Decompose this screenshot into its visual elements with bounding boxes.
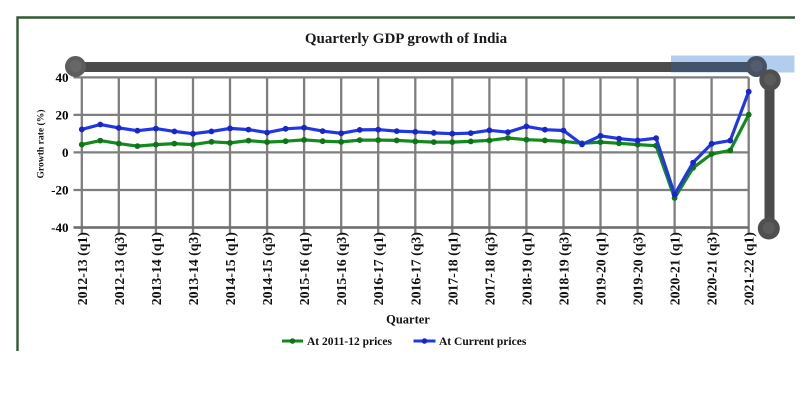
svg-text:At Current prices: At Current prices xyxy=(439,336,527,348)
svg-text:2012-13 (q3): 2012-13 (q3) xyxy=(112,232,128,305)
svg-text:2017-18 (q1): 2017-18 (q1) xyxy=(445,232,461,305)
svg-text:2018-19 (q3): 2018-19 (q3) xyxy=(557,232,573,305)
svg-text:0: 0 xyxy=(62,145,69,160)
svg-text:2019-20 (q1): 2019-20 (q1) xyxy=(594,232,610,305)
svg-text:20: 20 xyxy=(56,107,69,122)
svg-text:2015-16 (q1): 2015-16 (q1) xyxy=(297,232,313,305)
svg-text:40: 40 xyxy=(56,70,69,85)
svg-text:2019-20 (q3): 2019-20 (q3) xyxy=(631,232,647,305)
svg-text:-20: -20 xyxy=(51,182,68,197)
svg-text:2014-15 (q3): 2014-15 (q3) xyxy=(260,232,276,305)
svg-text:2017-18 (q3): 2017-18 (q3) xyxy=(482,232,498,305)
svg-text:2015-16 (q3): 2015-16 (q3) xyxy=(334,232,350,305)
svg-text:2012-13 (q1): 2012-13 (q1) xyxy=(75,232,91,305)
svg-text:2021-22 (q1): 2021-22 (q1) xyxy=(742,232,758,305)
svg-text:2020-21 (q1): 2020-21 (q1) xyxy=(668,232,684,305)
svg-text:Growth rate (%): Growth rate (%) xyxy=(36,109,47,178)
svg-text:2013-14 (q1): 2013-14 (q1) xyxy=(149,232,165,305)
svg-text:2016-17 (q3): 2016-17 (q3) xyxy=(408,232,424,305)
svg-text:2013-14 (q3): 2013-14 (q3) xyxy=(186,232,202,305)
svg-text:2018-19 (q1): 2018-19 (q1) xyxy=(519,232,535,305)
svg-text:-40: -40 xyxy=(51,220,68,235)
svg-text:2020-21 (q3): 2020-21 (q3) xyxy=(705,232,721,305)
svg-text:2016-17 (q1): 2016-17 (q1) xyxy=(371,232,387,305)
svg-text:Quarter: Quarter xyxy=(386,313,430,327)
svg-text:At 2011-12 prices: At 2011-12 prices xyxy=(307,336,392,348)
svg-text:Quarterly GDP growth of India: Quarterly GDP growth of India xyxy=(305,31,508,47)
svg-text:2014-15 (q1): 2014-15 (q1) xyxy=(223,232,239,305)
